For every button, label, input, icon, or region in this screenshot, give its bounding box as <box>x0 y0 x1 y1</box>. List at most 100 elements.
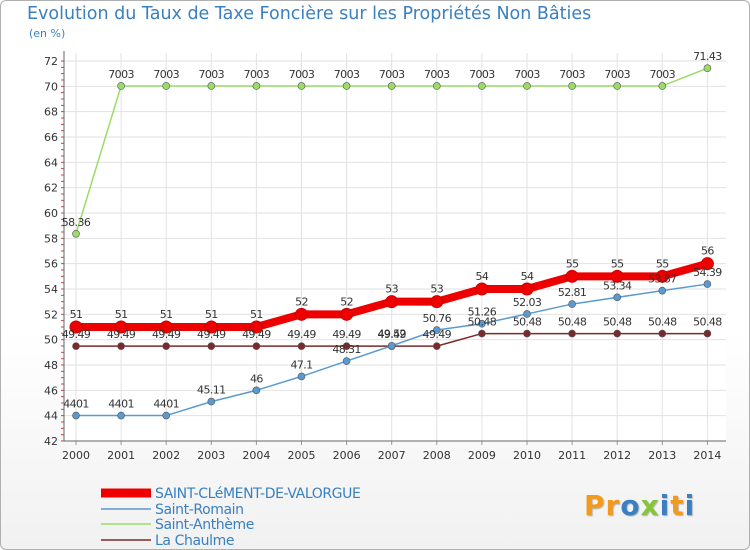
y-tick-label: 44 <box>44 410 58 423</box>
x-tick-label: 2003 <box>197 449 225 462</box>
series-point-2 <box>253 82 260 89</box>
series-point-2 <box>118 82 125 89</box>
legend-label: Saint-Anthème <box>155 517 254 533</box>
data-label: 7003 <box>244 68 270 81</box>
series-point-2 <box>433 82 440 89</box>
series-point-1 <box>253 387 260 394</box>
series-point-3 <box>659 330 666 337</box>
series-point-2 <box>343 82 350 89</box>
data-label: 7003 <box>604 68 630 81</box>
data-label: 49.49 <box>377 328 406 341</box>
data-label: 54.39 <box>693 266 722 279</box>
x-tick-label: 2008 <box>423 449 451 462</box>
x-tick-label: 2001 <box>107 449 135 462</box>
y-tick-label: 58 <box>44 232 58 245</box>
data-label: 7003 <box>153 68 179 81</box>
x-tick-label: 2011 <box>558 449 586 462</box>
legend-label: La Chaulme <box>155 533 234 549</box>
logo-letter: x <box>641 489 660 522</box>
data-label: 50.48 <box>693 316 722 329</box>
series-point-1 <box>163 412 170 419</box>
data-label: 52 <box>340 295 353 308</box>
series-point-1 <box>208 398 215 405</box>
data-label: 52 <box>295 295 308 308</box>
logo-letter: o <box>620 489 640 522</box>
legend-label: SAINT-CLéMENT-DE-VALORGUE <box>155 486 360 502</box>
series-point-2 <box>478 82 485 89</box>
y-tick-label: 42 <box>44 435 58 448</box>
series-point-1 <box>569 301 576 308</box>
legend-label: Saint-Romain <box>155 502 244 518</box>
data-label: 50.48 <box>603 316 632 329</box>
data-label: 56 <box>701 245 714 258</box>
data-label: 7003 <box>289 68 315 81</box>
series-point-2 <box>569 82 576 89</box>
data-label: 49.49 <box>152 328 181 341</box>
logo-letter: i <box>685 489 696 522</box>
logo-letter: t <box>670 489 684 522</box>
y-tick-label: 48 <box>44 359 58 372</box>
series-point-3 <box>524 330 531 337</box>
series-point-3 <box>118 343 125 350</box>
series-point-2 <box>524 82 531 89</box>
x-tick-label: 2000 <box>62 449 90 462</box>
data-label: 7003 <box>424 68 450 81</box>
data-label: 4401 <box>153 398 179 411</box>
series-point-2 <box>388 82 395 89</box>
series-point-1 <box>118 412 125 419</box>
logo-letter: r <box>606 489 621 522</box>
data-label: 7003 <box>514 68 540 81</box>
y-tick-label: 66 <box>44 131 58 144</box>
series-point-1 <box>73 412 80 419</box>
data-label: 49.49 <box>287 328 316 341</box>
series-point-3 <box>569 330 576 337</box>
x-tick-label: 2006 <box>333 449 361 462</box>
series-point-0 <box>521 283 533 295</box>
y-tick-label: 60 <box>44 207 58 220</box>
series-point-1 <box>388 342 395 349</box>
x-tick-label: 2002 <box>152 449 180 462</box>
data-label: 7003 <box>198 68 224 81</box>
data-label: 51 <box>205 308 218 321</box>
x-tick-label: 2005 <box>288 449 316 462</box>
series-point-2 <box>704 65 711 72</box>
x-tick-label: 2013 <box>648 449 676 462</box>
series-point-0 <box>386 296 398 308</box>
series-point-3 <box>73 343 80 350</box>
x-tick-label: 2009 <box>468 449 496 462</box>
line-chart: 424446485052545658606264666870722000 2001… <box>1 1 749 549</box>
chart-frame: Evolution du Taux de Taxe Foncière sur l… <box>0 0 750 550</box>
y-tick-label: 52 <box>44 308 58 321</box>
data-label: 46 <box>250 372 263 385</box>
data-label: 51 <box>70 308 83 321</box>
data-label: 47.1 <box>290 358 312 371</box>
data-label: 49.49 <box>107 328 136 341</box>
data-label: 51 <box>115 308 128 321</box>
series-point-3 <box>208 343 215 350</box>
data-label: 55 <box>611 257 624 270</box>
series-point-3 <box>704 330 711 337</box>
series-point-0 <box>566 270 578 282</box>
series-point-1 <box>704 281 711 288</box>
y-tick-label: 64 <box>44 156 58 169</box>
series-point-3 <box>298 343 305 350</box>
series-point-2 <box>614 82 621 89</box>
data-label: 54 <box>521 270 534 283</box>
x-tick-label: 2007 <box>378 449 406 462</box>
data-label: 50.48 <box>468 316 497 329</box>
series-point-2 <box>208 82 215 89</box>
data-label: 50.48 <box>558 316 587 329</box>
series-point-3 <box>433 343 440 350</box>
data-label: 53.87 <box>648 273 677 286</box>
data-label: 55 <box>566 257 579 270</box>
x-tick-label: 2012 <box>603 449 631 462</box>
series-point-1 <box>343 358 350 365</box>
data-label: 50.48 <box>648 316 677 329</box>
logo-letter: P <box>584 489 606 522</box>
data-label: 45.11 <box>197 384 226 397</box>
data-label: 53.34 <box>603 279 632 292</box>
series-point-2 <box>659 82 666 89</box>
data-label: 7003 <box>469 68 495 81</box>
series-point-3 <box>478 330 485 337</box>
series-point-0 <box>476 283 488 295</box>
